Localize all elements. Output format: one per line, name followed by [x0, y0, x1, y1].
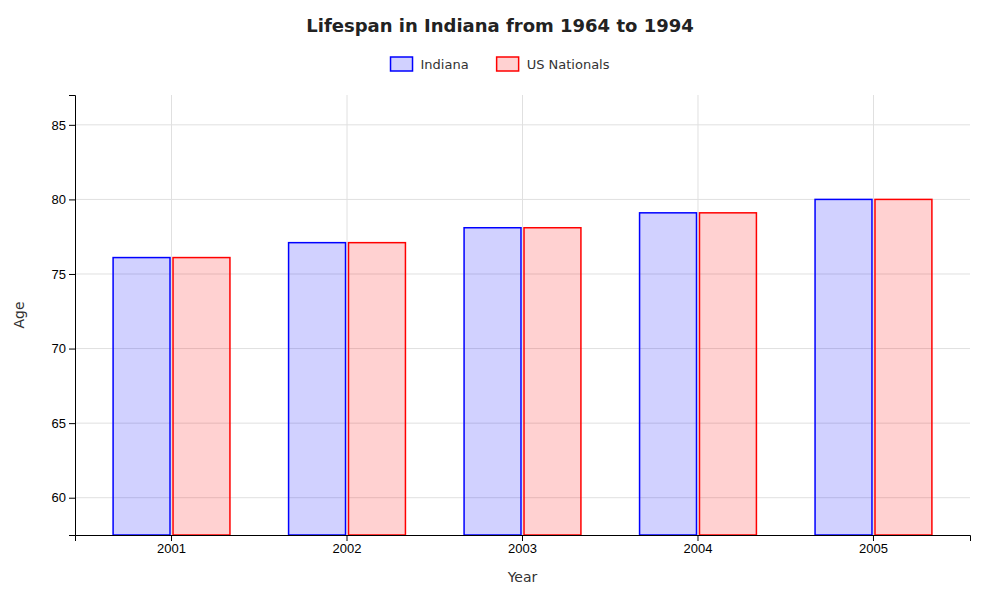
y-tick-label: 80 — [52, 192, 66, 207]
bar — [464, 228, 521, 535]
legend-swatch — [391, 57, 413, 71]
y-tick: 80 — [52, 192, 75, 207]
plot: 2001 2002 2003 2004 2005 60 65 70 75 80 85 — [52, 95, 971, 556]
grid-line — [522, 95, 523, 535]
y-axis-line — [69, 96, 76, 536]
y-tick: 70 — [52, 341, 75, 356]
y-tick-label: 85 — [52, 117, 66, 132]
legend-label: US Nationals — [527, 57, 610, 72]
x-tick: 2005 — [859, 535, 888, 556]
x-tick-label: 2005 — [859, 541, 888, 556]
x-tick-label: 2004 — [684, 541, 713, 556]
y-axis: 60 65 70 75 80 85 — [52, 96, 76, 536]
x-axis-title: Year — [507, 569, 538, 585]
y-tick-label: 70 — [52, 341, 66, 356]
bar-series — [173, 199, 932, 535]
y-tick: 75 — [52, 267, 75, 282]
bar — [173, 258, 230, 535]
bar — [875, 199, 932, 535]
legend-item: Indiana — [391, 57, 469, 72]
title: Lifespan in Indiana from 1964 to 1994 — [306, 15, 694, 36]
x-axis-line — [76, 536, 971, 542]
x-tick: 2002 — [333, 535, 362, 556]
y-tick-label: 65 — [52, 416, 66, 431]
grid — [75, 95, 970, 535]
legend: Indiana US Nationals — [391, 57, 610, 72]
bar-series — [113, 199, 872, 535]
x-tick: 2003 — [508, 535, 537, 556]
x-axis: 2001 2002 2003 2004 2005 — [76, 535, 971, 556]
bar — [113, 258, 170, 535]
legend-item: US Nationals — [497, 57, 610, 72]
y-tick: 60 — [52, 490, 75, 505]
bars — [113, 199, 932, 535]
y-tick: 85 — [52, 117, 75, 132]
x-tick: 2004 — [684, 535, 713, 556]
y-tick-mark — [69, 125, 75, 126]
y-axis-title: Age — [11, 301, 27, 328]
y-tick-mark — [69, 423, 75, 424]
x-tick-mark — [347, 535, 348, 541]
legend-label: Indiana — [421, 57, 469, 72]
x-tick: 2001 — [157, 535, 186, 556]
y-tick-mark — [69, 349, 75, 350]
y-tick: 65 — [52, 416, 75, 431]
y-tick-mark — [69, 199, 75, 200]
grid-line — [171, 95, 172, 535]
grid-line — [697, 95, 698, 535]
bar — [640, 213, 697, 535]
y-tick-label: 75 — [52, 267, 66, 282]
y-tick-mark — [69, 274, 75, 275]
bar — [349, 243, 406, 535]
x-tick-mark — [171, 535, 172, 541]
x-tick-label: 2001 — [157, 541, 186, 556]
x-tick-mark — [522, 535, 523, 541]
bar — [699, 213, 756, 535]
grid-line — [873, 95, 874, 535]
x-tick-label: 2002 — [333, 541, 362, 556]
bar — [815, 199, 872, 535]
x-tick-label: 2003 — [508, 541, 537, 556]
bar — [524, 228, 581, 535]
grid-line — [347, 95, 348, 535]
x-tick-mark — [697, 535, 698, 541]
bar — [289, 243, 346, 535]
legend-swatch — [497, 57, 519, 71]
y-tick-label: 60 — [52, 490, 66, 505]
chart: 2001 2002 2003 2004 2005 60 65 70 75 80 85 Year Age L… — [0, 0, 1000, 600]
y-tick-mark — [69, 498, 75, 499]
x-tick-mark — [873, 535, 874, 541]
